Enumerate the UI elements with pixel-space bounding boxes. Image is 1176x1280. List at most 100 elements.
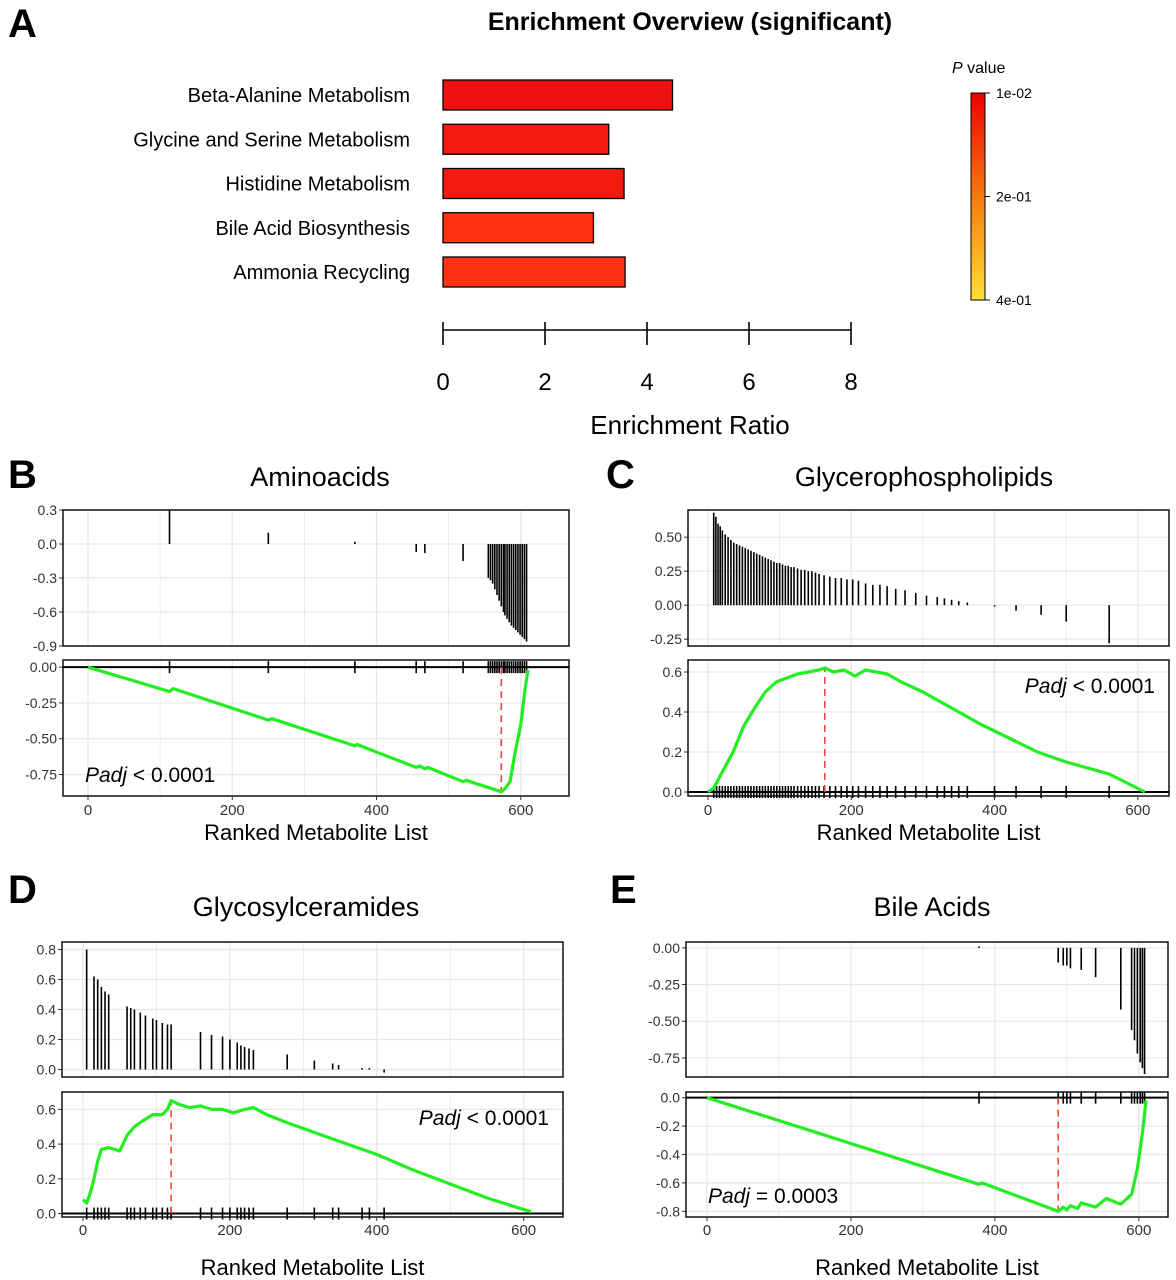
- x-tick-label: 8: [844, 369, 857, 396]
- legend-title-rest: value: [963, 60, 1006, 77]
- x-tick-label: 0: [703, 1222, 711, 1239]
- padj-label: Padj: [419, 1107, 462, 1130]
- gsea-aminoacids: Aminoacids 0.3 0.0 -0.3 -0.6 -0.9 0.00 -0.25 -0.…: [25, 462, 570, 845]
- y-tick-label: -0.75: [648, 1050, 680, 1066]
- legend-tick-label: 2e-01: [996, 189, 1032, 205]
- chart-a-title: Enrichment Overview (significant): [488, 8, 892, 36]
- x-tick-label: 200: [838, 1222, 863, 1239]
- y-tick-label: -0.50: [648, 1013, 680, 1029]
- x-tick-label: 4: [640, 369, 653, 396]
- x-tick-label: 200: [217, 1222, 242, 1239]
- panel-title: Bile Acids: [873, 892, 990, 922]
- bottom-panel-border: [61, 1091, 564, 1218]
- panel-title: Glycosylceramides: [193, 892, 420, 922]
- y-tick-label: 0.00: [655, 597, 682, 613]
- padj-label: Padj: [1025, 675, 1068, 698]
- enrichment-bar-chart: Enrichment Overview (significant) Beta-A…: [133, 8, 1032, 440]
- legend-tick-label: 4e-01: [996, 292, 1032, 308]
- y-tick-label: 0.3: [38, 502, 58, 518]
- y-tick-label: 0.0: [38, 536, 58, 552]
- y-tick-label: 0.0: [37, 1206, 57, 1222]
- y-tick-label: -0.9: [33, 638, 57, 654]
- enrichment-score-curve: [81, 1099, 532, 1214]
- category-label: Ammonia Recycling: [233, 262, 410, 284]
- y-tick-label: -0.2: [656, 1118, 680, 1134]
- y-tick-label: 0.2: [37, 1032, 57, 1048]
- x-axis-label: Enrichment Ratio: [590, 410, 789, 440]
- x-axis-label: Ranked Metabolite List: [815, 1255, 1039, 1280]
- gsea-glycerophospholipids: Glycerophospholipids 0.50 0.25 0.00 -0.25 0.6…: [650, 462, 1170, 845]
- padj-annotation: Padj < 0.0001: [1025, 675, 1155, 698]
- panel-label-b: B: [8, 453, 37, 497]
- bar: [442, 123, 610, 155]
- x-tick-label: 400: [982, 802, 1007, 819]
- category-label: Histidine Metabolism: [225, 174, 410, 196]
- category-label: Beta-Alanine Metabolism: [188, 85, 410, 107]
- x-tick-label: 200: [839, 802, 864, 819]
- y-tick-label: -0.25: [25, 695, 57, 711]
- y-tick-label: 0.50: [655, 529, 682, 545]
- y-tick-label: 0.0: [661, 1090, 681, 1106]
- y-tick-label: 0.4: [37, 1136, 57, 1152]
- y-tick-label: 0.4: [663, 704, 683, 720]
- y-tick-label: -0.4: [656, 1147, 680, 1163]
- bar: [442, 212, 595, 244]
- top-panel-background: [686, 942, 1168, 1077]
- y-tick-label: -0.25: [650, 631, 682, 647]
- padj-value: < 0.0001: [127, 764, 215, 787]
- panel-label-e: E: [610, 868, 637, 912]
- legend-title-italic: P: [952, 60, 963, 77]
- bottom-panel-border: [685, 1091, 1169, 1218]
- p-value-legend: P value 1e-02 2e-01 4e-01: [952, 60, 1032, 308]
- y-tick-label: 0.00: [30, 659, 57, 675]
- x-axis-label: Ranked Metabolite List: [817, 820, 1041, 845]
- enrichment-score-curve: [707, 666, 1146, 794]
- panel-title: Aminoacids: [250, 462, 390, 492]
- x-tick-label: 400: [364, 1222, 389, 1239]
- padj-annotation: Padj < 0.0001: [85, 764, 215, 787]
- bar: [442, 167, 625, 200]
- y-tick-label: 0.0: [663, 784, 683, 800]
- panel-label-a: A: [8, 2, 37, 46]
- gsea-glycosylceramides: Glycosylceramides 0.8 0.6 0.4 0.2 0.0 0.6 0.4 0.…: [37, 892, 564, 1280]
- y-tick-label: 0.4: [37, 1002, 57, 1018]
- y-tick-label: 0.00: [653, 940, 680, 956]
- bottom-panel-background: [63, 660, 569, 796]
- padj-annotation: Padj = 0.0003: [708, 1185, 838, 1208]
- x-tick-label: 0: [79, 1222, 87, 1239]
- padj-annotation: Padj < 0.0001: [419, 1107, 549, 1130]
- x-tick-label: 600: [1126, 1222, 1151, 1239]
- bars: [442, 79, 674, 288]
- category-label: Glycine and Serine Metabolism: [133, 129, 410, 151]
- top-panel-border: [687, 509, 1170, 647]
- panel-label-c: C: [606, 453, 635, 497]
- enrichment-score-curve: [87, 665, 530, 794]
- top-panel-border: [685, 941, 1169, 1078]
- padj-label: Padj: [708, 1185, 751, 1208]
- gsea-bile-acids: Bile Acids 0.00 -0.25 -0.50 -0.75 0.0 -0.2 -0.4…: [648, 892, 1169, 1280]
- legend-ticks: 1e-02 2e-01 4e-01: [985, 85, 1032, 308]
- x-tick-label: 200: [220, 802, 245, 819]
- y-tick-label: 0.6: [37, 1101, 57, 1117]
- bottom-panel-background: [688, 660, 1169, 796]
- x-tick-label: 600: [511, 1222, 536, 1239]
- y-tick-label: -0.50: [25, 731, 57, 747]
- panel-label-d: D: [8, 868, 37, 912]
- panel-title: Glycerophospholipids: [795, 462, 1053, 492]
- x-tick-label: 6: [742, 369, 755, 396]
- padj-value: < 0.0001: [461, 1107, 549, 1130]
- y-tick-label: -0.25: [648, 977, 680, 993]
- y-tick-label: -0.3: [33, 570, 57, 586]
- padj-label: Padj: [85, 764, 128, 787]
- category-labels: Beta-Alanine Metabolism Glycine and Serin…: [133, 85, 410, 284]
- x-axis-label: Ranked Metabolite List: [204, 820, 428, 845]
- y-tick-label: 0.6: [663, 664, 683, 680]
- y-tick-label: 0.25: [655, 563, 682, 579]
- x-tick-label: 2: [538, 369, 551, 396]
- bar: [442, 79, 674, 111]
- y-tick-label: 0.0: [37, 1062, 57, 1078]
- category-label: Bile Acid Biosynthesis: [215, 218, 410, 240]
- top-panel-border: [62, 509, 570, 647]
- x-tick-label: 400: [364, 802, 389, 819]
